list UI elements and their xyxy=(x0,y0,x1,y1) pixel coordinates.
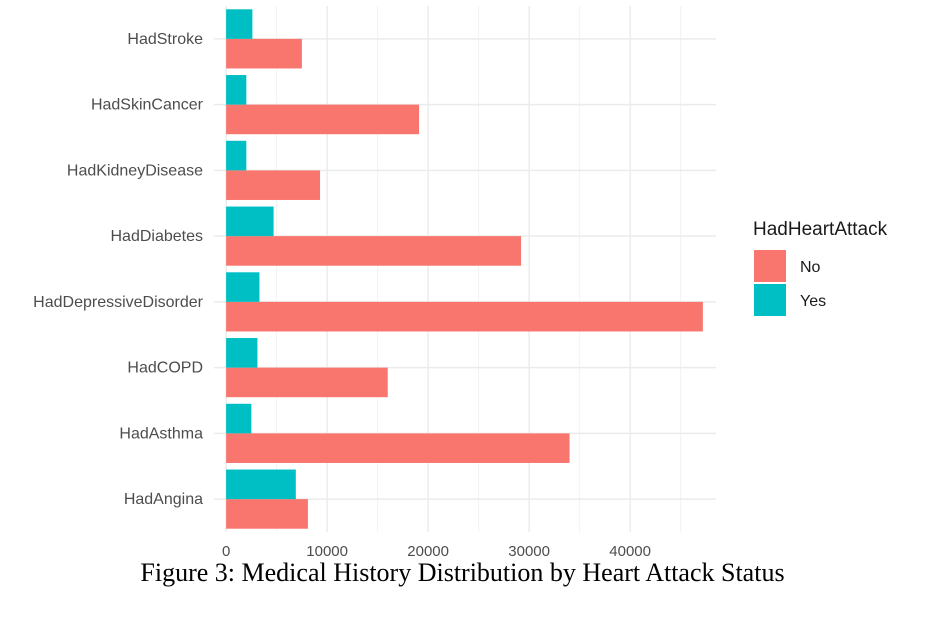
figure-caption: Figure 3: Medical History Distribution b… xyxy=(140,558,785,587)
bar-yes-HadSkinCancer xyxy=(226,75,247,105)
bar-chart: HadAngina HadAsthma HadCOPD HadDepressiveDi… xyxy=(33,6,888,560)
category-label: HadDiabetes xyxy=(111,228,204,245)
bar-no-HadAsthma xyxy=(226,433,570,463)
category-label: HadSkinCancer xyxy=(91,97,204,114)
category-label: HadStroke xyxy=(127,31,203,48)
legend: HadHeartAttack No Yes xyxy=(753,219,888,316)
bar-no-HadKidneyDisease xyxy=(226,170,321,200)
bar-no-HadCOPD xyxy=(226,367,388,398)
bar-yes-HadDepressiveDisorder xyxy=(226,272,260,302)
legend-title: HadHeartAttack xyxy=(753,219,888,240)
category-label: HadCOPD xyxy=(127,360,203,377)
category-label: HadAngina xyxy=(124,491,203,508)
bar-no-HadSkinCancer xyxy=(226,104,420,135)
legend-swatch-yes xyxy=(754,284,786,316)
bar-no-HadAngina xyxy=(226,499,308,529)
bar-yes-HadKidneyDisease xyxy=(226,140,247,171)
bar-yes-HadAsthma xyxy=(226,403,252,434)
category-label: HadAsthma xyxy=(119,425,203,442)
legend-swatch-no xyxy=(754,250,786,282)
x-tick-label: 10000 xyxy=(306,543,348,560)
legend-label-yes: Yes xyxy=(800,293,826,310)
x-tick-label: 0 xyxy=(222,543,230,560)
bar-no-HadDepressiveDisorder xyxy=(226,301,703,332)
bar-yes-HadStroke xyxy=(226,9,253,39)
bars xyxy=(226,9,703,529)
bar-yes-HadAngina xyxy=(226,469,296,500)
bar-no-HadStroke xyxy=(226,38,302,69)
x-tick-label: 40000 xyxy=(609,543,651,560)
x-tick-label: 30000 xyxy=(508,543,550,560)
category-labels: HadAngina HadAsthma HadCOPD HadDepressiveDi… xyxy=(33,31,204,508)
x-axis-ticks: 0 10000 20000 30000 40000 xyxy=(222,543,651,560)
category-label: HadDepressiveDisorder xyxy=(33,294,204,311)
bar-no-HadDiabetes xyxy=(226,236,522,266)
bar-yes-HadCOPD xyxy=(226,338,258,368)
category-label: HadKidneyDisease xyxy=(67,162,203,179)
legend-label-no: No xyxy=(800,259,821,276)
x-tick-label: 20000 xyxy=(407,543,449,560)
bar-yes-HadDiabetes xyxy=(226,206,274,237)
